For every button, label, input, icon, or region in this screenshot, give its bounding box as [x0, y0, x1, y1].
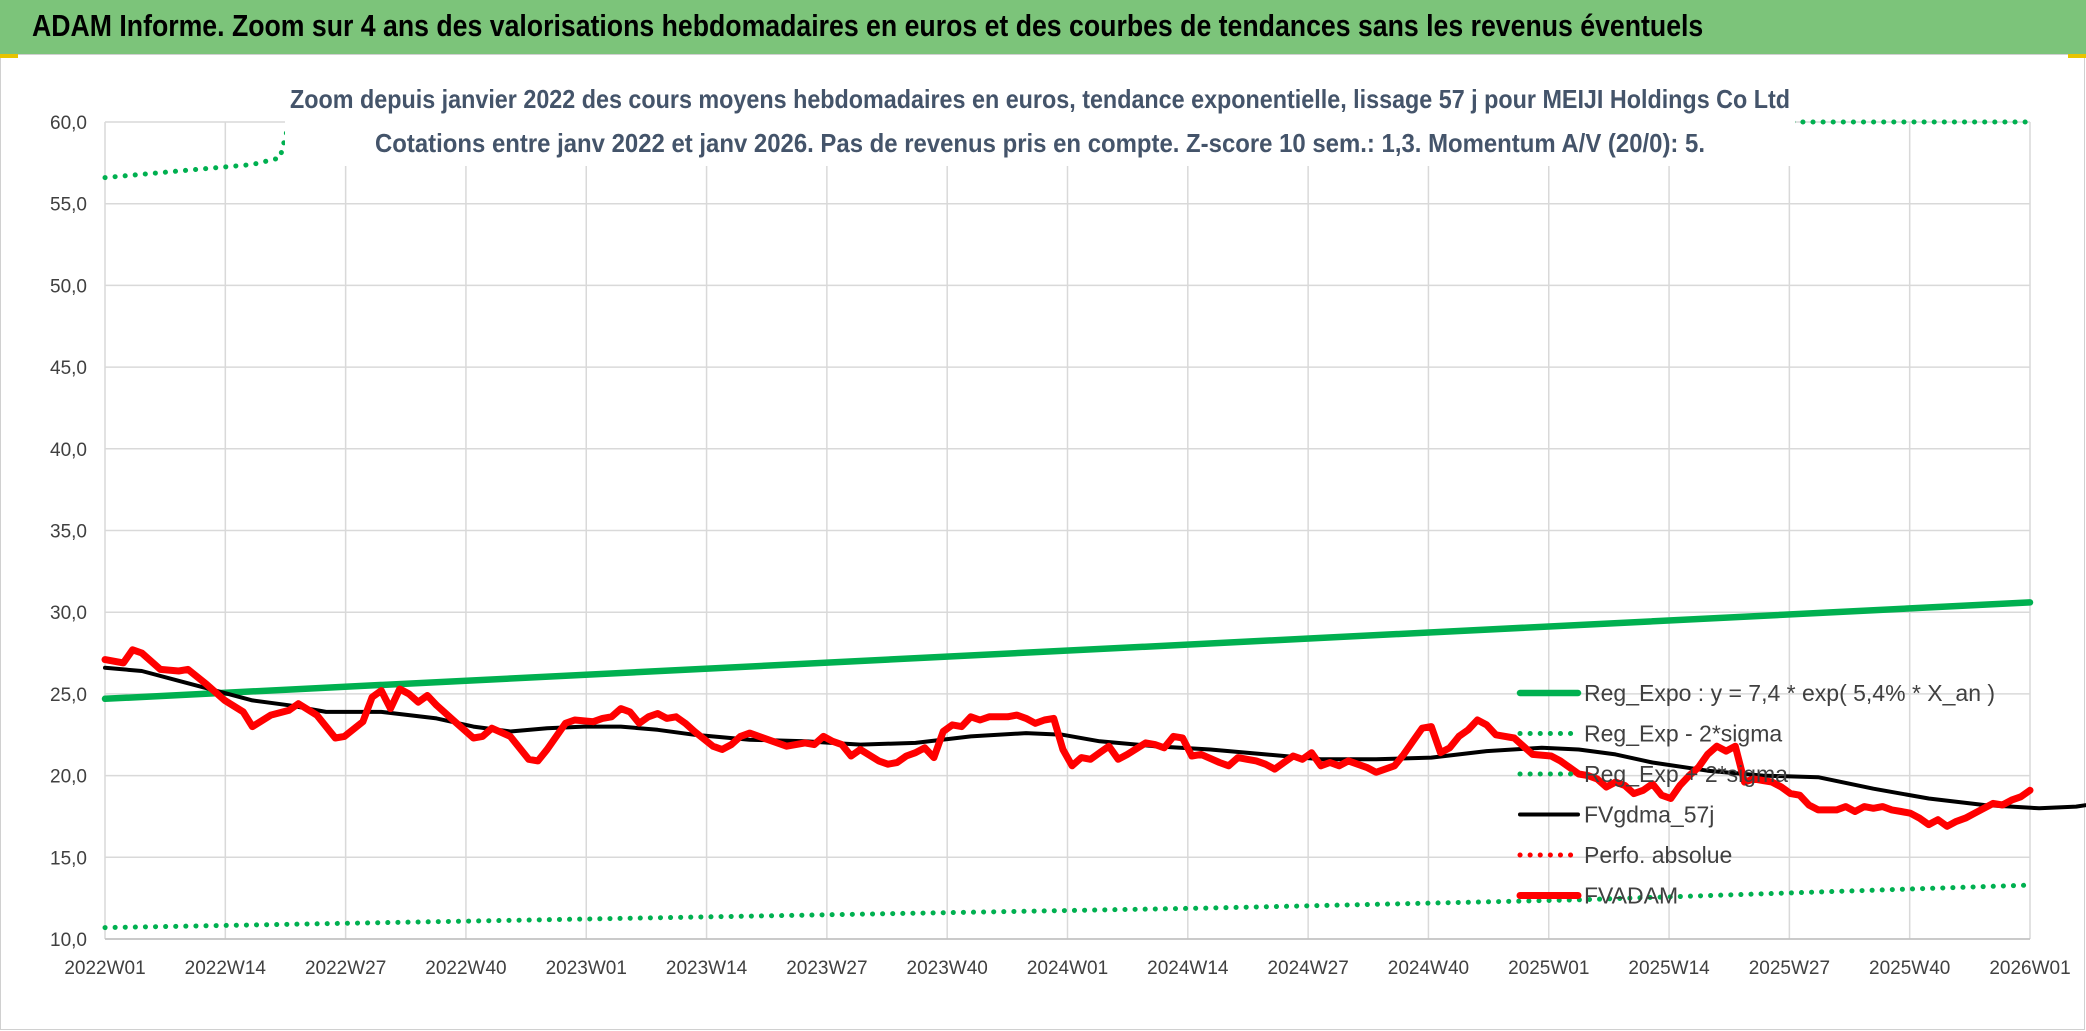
y-tick-label: 40,0 [50, 440, 87, 461]
x-tick-label: 2024W27 [1267, 958, 1348, 979]
y-tick-label: 25,0 [50, 685, 87, 706]
x-tick-label: 2023W40 [907, 958, 988, 979]
x-tick-label: 2025W40 [1869, 958, 1950, 979]
grid-lines [104, 121, 2031, 940]
y-tick-label: 15,0 [50, 848, 87, 869]
series-line-5 [101, 646, 2034, 830]
y-tick-label: 55,0 [50, 195, 87, 216]
x-tick-label: 2024W01 [1027, 958, 1108, 979]
series-line-1 [102, 882, 2033, 931]
x-tick-label: 2022W14 [185, 958, 267, 979]
x-axis-ticks: 2022W01 2022W14 2022W27 2022W40 2023W01 2023W… [64, 958, 2070, 979]
frame-corner-right [2068, 54, 2086, 58]
legend-label-1: Reg_Exp - 2*sigma [1584, 721, 1782, 747]
series-line-0 [101, 599, 2034, 703]
series-line-3 [103, 665, 2086, 811]
legend: Reg_Expo : y = 7,4 * exp( 5,4% * X_an ) R… [1516, 680, 1995, 909]
y-tick-label: 20,0 [50, 767, 87, 788]
x-tick-label: 2022W40 [425, 958, 506, 979]
y-tick-label: 50,0 [50, 276, 87, 297]
x-tick-label: 2025W14 [1628, 958, 1710, 979]
legend-label-5: FVADAM [1584, 883, 1678, 909]
x-tick-label: 2025W27 [1749, 958, 1830, 979]
x-tick-label: 2023W01 [546, 958, 627, 979]
legend-label-2: Reg_Exp + 2*sigma [1584, 761, 1788, 787]
y-tick-label: 45,0 [50, 358, 87, 379]
title-backdrop [285, 80, 1795, 166]
y-tick-label: 30,0 [50, 603, 87, 624]
x-tick-label: 2023W14 [666, 958, 748, 979]
chart-frame [0, 54, 2085, 1030]
x-tick-label: 2023W27 [786, 958, 867, 979]
x-tick-label: 2022W27 [305, 958, 386, 979]
legend-label-4: Perfo. absolue [1584, 842, 1732, 868]
x-tick-label: 2024W40 [1388, 958, 1469, 979]
x-tick-label: 2025W01 [1508, 958, 1589, 979]
banner-title: ADAM Informe. Zoom sur 4 ans des valoris… [32, 8, 1704, 43]
y-tick-label: 10,0 [50, 930, 87, 951]
title-banner: ADAM Informe. Zoom sur 4 ans des valoris… [0, 0, 2086, 54]
y-tick-label: 35,0 [50, 522, 87, 543]
frame-corner-left [0, 54, 18, 58]
y-axis-ticks: 10,0 15,0 20,0 25,0 30,0 35,0 40,0 45,0 50,0 55,0… [50, 113, 87, 951]
chart-subtitle: Cotations entre janv 2022 et janv 2026. … [375, 128, 1705, 158]
x-tick-label: 2024W14 [1147, 958, 1229, 979]
y-tick-label: 60,0 [50, 113, 87, 134]
series-group [101, 119, 2086, 931]
legend-label-0: Reg_Expo : y = 7,4 * exp( 5,4% * X_an ) [1584, 680, 1995, 706]
chart-title: Zoom depuis janvier 2022 des cours moyen… [290, 84, 1790, 114]
x-tick-label: 2022W01 [64, 958, 145, 979]
x-tick-label: 2026W01 [1989, 958, 2070, 979]
legend-label-3: FVgdma_57j [1584, 802, 1714, 828]
